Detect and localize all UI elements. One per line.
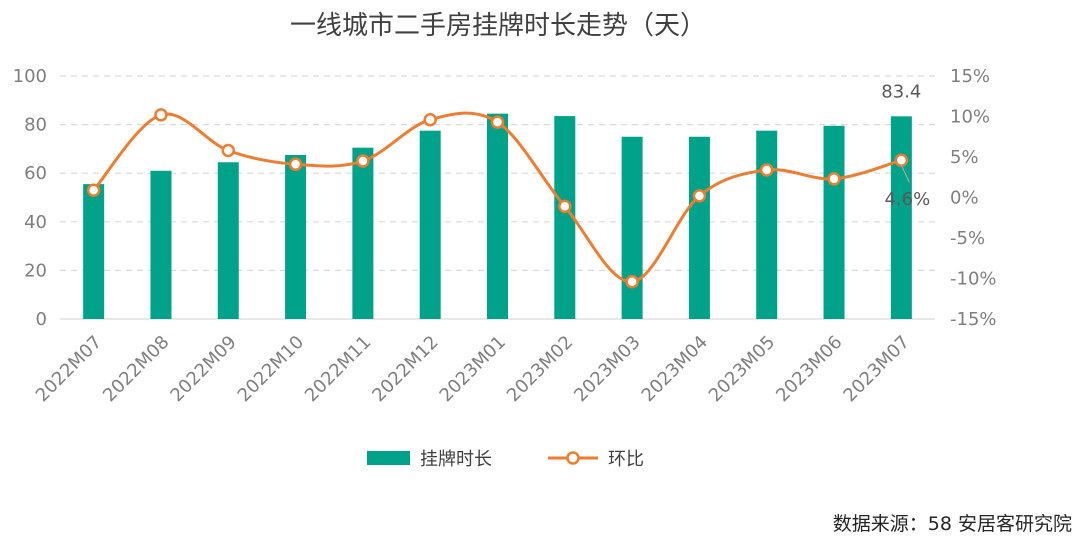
x-tick-label: 2023M05 [705,332,779,406]
x-tick-label: 2022M12 [368,332,442,406]
bar [419,130,441,319]
bar [352,147,374,319]
left-tick-label: 60 [24,163,47,184]
right-tick-label: -15% [950,309,997,330]
legend-bar-swatch [367,451,410,465]
line-point [558,199,572,214]
line-point [356,154,370,168]
leader-line [900,164,910,183]
bar [83,184,105,319]
left-tick-label: 20 [24,260,47,281]
x-tick-label: 2023M01 [436,332,510,406]
line-point [154,108,168,122]
bar [150,170,172,319]
x-tick-label: 2022M09 [166,332,240,406]
right-axis: -15% -10% -5% 0% 5% 10% 15% [950,66,997,330]
legend: 挂牌时长 环比 [367,449,644,470]
bar [621,136,643,319]
bar [688,136,710,319]
line-data-label: 4.6% [884,189,930,210]
x-tick-label: 2022M08 [99,332,173,406]
line-point [423,112,437,127]
left-tick-label: 40 [24,212,47,233]
x-tick-label: 2022M11 [301,332,375,406]
chart-title: 一线城市二手房挂牌时长走势（天） [290,11,706,41]
right-tick-label: 5% [950,147,979,168]
bar [487,113,508,319]
x-tick-label: 2023M03 [570,332,644,406]
source-note: 数据来源：58 安居客研究院 [833,513,1072,535]
line-point [827,172,841,186]
line-point [759,163,774,177]
gridlines [60,75,935,320]
bar [554,116,576,319]
line-point [625,274,639,289]
right-tick-label: -10% [950,269,997,290]
right-tick-label: -5% [950,228,985,249]
bar-data-label: 83.4 [881,81,921,102]
legend-bar-label: 挂牌时长 [420,449,492,470]
line-point [221,143,236,158]
line-point [288,157,303,172]
legend-line-label: 环比 [608,449,644,470]
line-series [86,108,909,289]
x-axis: 2022M072022M082022M092022M102022M112022M… [32,332,914,406]
bar [756,130,778,319]
line-point [894,153,909,167]
bar [890,116,912,319]
x-tick-label: 2023M06 [772,332,846,406]
bar [217,162,239,319]
bar-series [83,113,912,319]
x-tick-label: 2022M07 [32,332,106,406]
right-tick-label: 0% [950,188,979,209]
left-tick-label: 100 [13,66,47,87]
left-axis: 0 20 40 60 80 100 [13,66,47,330]
x-tick-label: 2023M04 [638,332,712,406]
line-point [490,115,505,129]
data-labels: 83.4 4.6% [881,81,930,210]
left-tick-label: 0 [36,309,47,330]
line-point [86,183,101,197]
line-point [692,189,707,203]
x-tick-label: 2023M02 [503,332,577,406]
right-tick-label: 15% [950,66,990,87]
right-tick-label: 10% [950,107,990,128]
x-tick-label: 2022M10 [234,332,308,406]
bar [823,125,845,319]
bar [285,154,307,319]
legend-line-marker [566,451,580,465]
left-tick-label: 80 [24,115,47,136]
x-tick-label: 2023M07 [839,332,913,406]
